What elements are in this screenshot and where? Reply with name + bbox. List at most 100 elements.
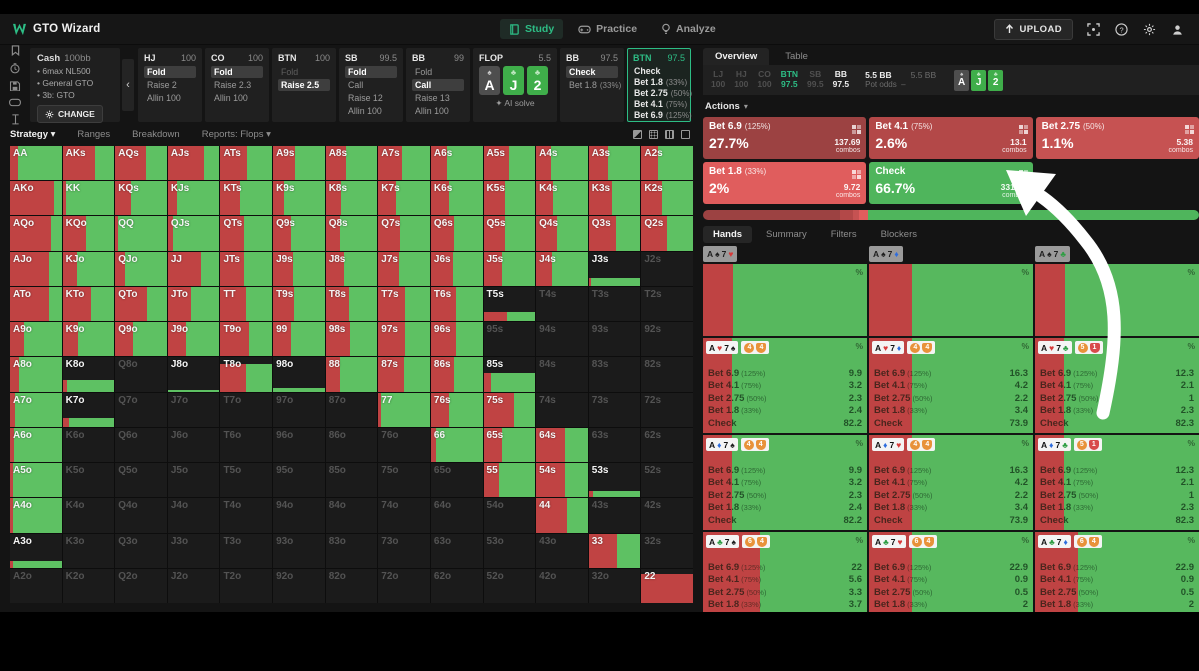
action-option[interactable]: Fold — [211, 66, 263, 78]
grid-cell-85o[interactable]: 85o — [325, 463, 378, 498]
tab-table[interactable]: Table — [785, 51, 808, 62]
grid-cell-53o[interactable]: 53o — [483, 533, 536, 568]
grid-cell-A4o[interactable]: A4o — [10, 498, 62, 533]
tab-summary[interactable]: Summary — [766, 228, 807, 240]
action-option[interactable]: Raise 2 — [147, 80, 177, 90]
grid-cell-TT[interactable]: TT — [220, 286, 273, 322]
action-option[interactable]: Fold — [281, 67, 299, 77]
grid-cell-A9o[interactable]: A9o — [10, 322, 62, 357]
grid-cell-66[interactable]: 66 — [430, 427, 483, 463]
grid-cell-JTs[interactable]: JTs — [220, 251, 273, 286]
combo-panel[interactable]: A ♥ 7 ♦ 4 4% Bet 6.9 (125%) 16.3 Bet 4.1 (75%) 4.2 B… — [869, 338, 1033, 433]
grid-cell-55[interactable]: 55 — [483, 463, 536, 498]
grid-cell-T9o[interactable]: T9o — [220, 322, 273, 357]
grid-cell-65s[interactable]: 65s — [483, 427, 536, 463]
grid-cell-J2o[interactable]: J2o — [167, 568, 220, 603]
combo-preview-panel[interactable]: % — [869, 264, 1033, 336]
grid-cell-83s[interactable]: 83s — [588, 357, 641, 392]
action-option[interactable]: Raise 2.5 — [278, 79, 330, 91]
grid-cell-AA[interactable]: AA — [10, 146, 62, 181]
combo-group-pill[interactable]: A ♠ 7 ♦ — [869, 246, 903, 262]
change-button[interactable]: CHANGE — [37, 105, 103, 123]
nav-practice[interactable]: Practice — [569, 19, 646, 39]
grid-cell-94o[interactable]: 94o — [273, 498, 325, 533]
grid-cell-T4o[interactable]: T4o — [220, 498, 273, 533]
action-button-bet-2.75[interactable]: Bet 2.75 (50%) 1.1% 5.38 combos — [1035, 117, 1199, 159]
grid-cell-86o[interactable]: 86o — [325, 427, 378, 463]
combo-preview-panel[interactable]: % — [703, 264, 867, 336]
grid-cell-KJs[interactable]: KJs — [167, 181, 220, 216]
focus-mode-icon[interactable] — [1086, 22, 1101, 37]
grid-cell-T3s[interactable]: T3s — [588, 286, 641, 322]
action-option[interactable]: Bet 1.8 (33%) — [569, 80, 622, 90]
grid-cell-J5o[interactable]: J5o — [167, 463, 220, 498]
grid-cell-K4s[interactable]: K4s — [536, 181, 588, 216]
grid-cell-T6o[interactable]: T6o — [220, 427, 273, 463]
grid-cell-J4o[interactable]: J4o — [167, 498, 220, 533]
grid-cell-93s[interactable]: 93s — [588, 322, 641, 357]
practice-rail-icon[interactable] — [8, 98, 22, 107]
grid-cell-A8s[interactable]: A8s — [325, 146, 378, 181]
grid-cell-76o[interactable]: 76o — [378, 427, 430, 463]
grid-cell-74s[interactable]: 74s — [536, 392, 588, 427]
combo-panel[interactable]: A ♥ 7 ♣ 5 1% Bet 6.9 (125%) 12.3 Bet 4.1 (75%) 2.1 B… — [1035, 338, 1199, 433]
grid-cell-A9s[interactable]: A9s — [273, 146, 325, 181]
grid-cell-KJo[interactable]: KJo — [62, 251, 115, 286]
tab-hands[interactable]: Hands — [703, 225, 753, 243]
grid-cell-54o[interactable]: 54o — [483, 498, 536, 533]
grid-cell-92o[interactable]: 92o — [273, 568, 325, 603]
history-icon[interactable] — [9, 62, 21, 74]
action-option[interactable]: Bet 2.75 (50%) — [634, 88, 693, 98]
grid-cell-T7s[interactable]: T7s — [378, 286, 430, 322]
grid-cell-63s[interactable]: 63s — [588, 427, 641, 463]
action-option[interactable]: Raise 12 — [348, 93, 383, 103]
grid-cell-KK[interactable]: KK — [62, 181, 115, 216]
tab-blockers[interactable]: Blockers — [880, 228, 918, 240]
grid-cell-64s[interactable]: 64s — [536, 427, 588, 463]
grid-cell-92s[interactable]: 92s — [641, 322, 693, 357]
grid-cell-ATs[interactable]: ATs — [220, 146, 273, 181]
nav-study[interactable]: Study — [500, 19, 564, 39]
grid-cell-K6s[interactable]: K6s — [430, 181, 483, 216]
grid-cell-K9o[interactable]: K9o — [62, 322, 115, 357]
grid-cell-T2o[interactable]: T2o — [220, 568, 273, 603]
grid-cell-KTs[interactable]: KTs — [220, 181, 273, 216]
grid-cell-K5o[interactable]: K5o — [62, 463, 115, 498]
grid-cell-42s[interactable]: 42s — [641, 498, 693, 533]
grid-cell-J6o[interactable]: J6o — [167, 427, 220, 463]
grid-cell-A5o[interactable]: A5o — [10, 463, 62, 498]
grid-cell-JJ[interactable]: JJ — [167, 251, 220, 286]
tab-reports-flops[interactable]: Reports: Flops ▾ — [201, 129, 271, 140]
grid-cell-84o[interactable]: 84o — [325, 498, 378, 533]
grid-cell-K6o[interactable]: K6o — [62, 427, 115, 463]
grid-cell-Q7o[interactable]: Q7o — [115, 392, 167, 427]
grid-cell-J6s[interactable]: J6s — [430, 251, 483, 286]
combo-panel[interactable]: A ♦ 7 ♥ 4 4% Bet 6.9 (125%) 16.3 Bet 4.1 (75%) 4.2 B… — [869, 435, 1033, 530]
grid-cell-Q8s[interactable]: Q8s — [325, 216, 378, 251]
grid-cell-KQs[interactable]: KQs — [115, 181, 167, 216]
action-option[interactable]: Fold — [345, 66, 397, 78]
position-panel-bb[interactable]: BB 99 Fold Call Raise 13 Allin 100 — [406, 48, 470, 122]
grid-cell-J3s[interactable]: J3s — [588, 251, 641, 286]
grid-cell-A2o[interactable]: A2o — [10, 568, 62, 603]
grid-cell-65o[interactable]: 65o — [430, 463, 483, 498]
grid-cell-JTo[interactable]: JTo — [167, 286, 220, 322]
grid-cell-K3s[interactable]: K3s — [588, 181, 641, 216]
grid-cell-J9o[interactable]: J9o — [167, 322, 220, 357]
grid-cell-K8o[interactable]: K8o — [62, 357, 115, 392]
grid-cell-K3o[interactable]: K3o — [62, 533, 115, 568]
grid-cell-Q5s[interactable]: Q5s — [483, 216, 536, 251]
grid-cell-J3o[interactable]: J3o — [167, 533, 220, 568]
combo-panel[interactable]: A ♣ 7 ♥ 6 4% Bet 6.9 (125%) 22.9 Bet 4.1 (75%) 0.9 B… — [869, 532, 1033, 612]
grid-cell-AQo[interactable]: AQo — [10, 216, 62, 251]
action-option[interactable]: Fold — [415, 67, 433, 77]
grid-cell-T9s[interactable]: T9s — [273, 286, 325, 322]
grid-cell-95o[interactable]: 95o — [273, 463, 325, 498]
view-mode-icon-1[interactable] — [633, 130, 642, 139]
grid-cell-AQs[interactable]: AQs — [115, 146, 167, 181]
grid-cell-88[interactable]: 88 — [325, 357, 378, 392]
grid-cell-Q9o[interactable]: Q9o — [115, 322, 167, 357]
grid-cell-77[interactable]: 77 — [378, 392, 430, 427]
grid-cell-Q9s[interactable]: Q9s — [273, 216, 325, 251]
grid-cell-96o[interactable]: 96o — [273, 427, 325, 463]
